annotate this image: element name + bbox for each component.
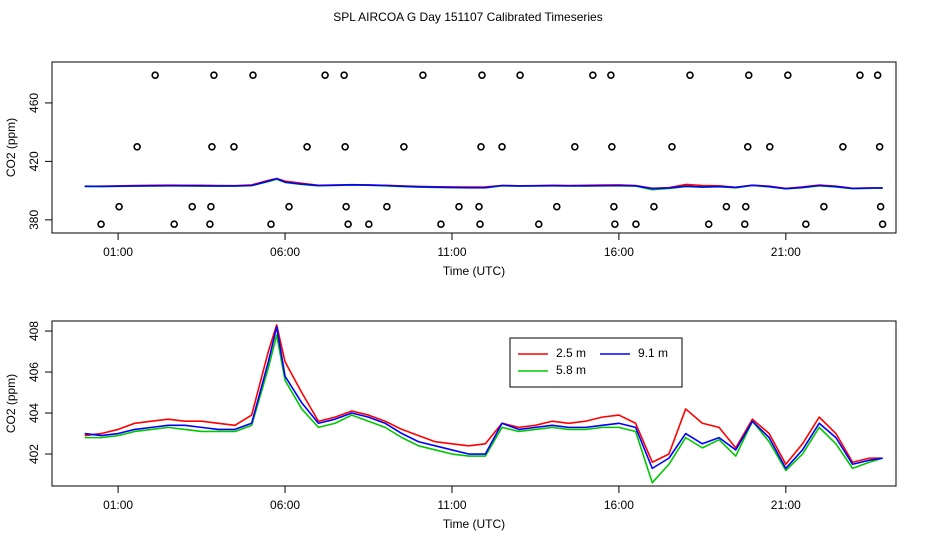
scatter-point bbox=[784, 71, 792, 79]
scatter-point bbox=[267, 220, 275, 229]
scatter-point bbox=[342, 202, 350, 211]
y-tick-label: 460 bbox=[27, 93, 41, 113]
scatter-point bbox=[704, 220, 713, 229]
scatter-point bbox=[151, 71, 159, 79]
scatter-point bbox=[820, 202, 828, 211]
y-tick-label: 408 bbox=[27, 321, 41, 341]
scatter-point bbox=[856, 71, 864, 79]
x-tick-label: 11:00 bbox=[437, 498, 466, 512]
y-tick-label: 406 bbox=[27, 362, 41, 382]
y-tick-label: 420 bbox=[27, 151, 41, 171]
scatter-point bbox=[210, 71, 218, 79]
scatter-point bbox=[516, 71, 524, 79]
series-line bbox=[84, 177, 883, 190]
scatter-point bbox=[383, 202, 391, 211]
scatter-point bbox=[249, 71, 257, 79]
scatter-point bbox=[668, 142, 676, 151]
scatter-point bbox=[802, 220, 810, 229]
series-line bbox=[84, 326, 883, 470]
scatter-point bbox=[476, 220, 484, 229]
scatter-point bbox=[170, 220, 178, 229]
scatter-point bbox=[632, 220, 640, 229]
scatter-point bbox=[133, 142, 141, 151]
scatter-point bbox=[498, 142, 506, 151]
scatter-point bbox=[552, 202, 561, 211]
scatter-point bbox=[741, 202, 750, 211]
scatter-point bbox=[743, 142, 752, 151]
scatter-point bbox=[188, 202, 197, 211]
y-tick-label: 404 bbox=[27, 403, 41, 423]
scatter-point bbox=[303, 142, 311, 151]
scatter-point bbox=[534, 220, 543, 229]
scatter-point bbox=[344, 220, 352, 229]
scatter-point bbox=[230, 142, 238, 151]
plot-frame bbox=[51, 320, 897, 487]
scatter-point bbox=[608, 142, 616, 151]
x-axis-title: Time (UTC) bbox=[443, 264, 505, 278]
scatter-point bbox=[686, 71, 694, 79]
x-tick-label: 16:00 bbox=[604, 245, 634, 259]
x-tick-label: 06:00 bbox=[270, 245, 300, 259]
scatter-point bbox=[477, 142, 485, 151]
scatter-point bbox=[589, 71, 597, 79]
scatter-point bbox=[722, 202, 731, 211]
scatter-point bbox=[207, 202, 215, 211]
y-axis-title: CO2 (ppm) bbox=[4, 118, 18, 177]
scatter-point bbox=[740, 220, 749, 229]
scatter-point bbox=[475, 202, 483, 211]
y-tick-label: 380 bbox=[27, 210, 41, 230]
legend-box bbox=[509, 337, 683, 388]
scatter-point bbox=[839, 142, 847, 151]
scatter-point bbox=[97, 220, 105, 229]
legend-label: 5.8 m bbox=[556, 363, 586, 377]
scatter-point bbox=[400, 142, 408, 151]
scatter-point bbox=[873, 71, 882, 79]
y-tick-label: 402 bbox=[27, 444, 41, 464]
x-axis-title: Time (UTC) bbox=[443, 517, 505, 531]
scatter-point bbox=[419, 71, 427, 79]
page-title: SPL AIRCOA G Day 151107 Calibrated Times… bbox=[333, 10, 602, 24]
scatter-point bbox=[611, 220, 619, 229]
scatter-point bbox=[878, 220, 887, 229]
x-tick-label: 11:00 bbox=[437, 245, 466, 259]
y-axis-title: CO2 (ppm) bbox=[4, 374, 18, 433]
scatter-point bbox=[478, 71, 486, 79]
scatter-point bbox=[455, 202, 463, 211]
scatter-point bbox=[115, 202, 123, 211]
x-tick-label: 01:00 bbox=[103, 245, 133, 259]
legend-label: 9.1 m bbox=[638, 346, 668, 360]
scatter-point bbox=[875, 142, 884, 151]
scatter-point bbox=[365, 220, 373, 229]
scatter-point bbox=[610, 202, 618, 211]
scatter-point bbox=[650, 202, 658, 211]
scatter-point bbox=[744, 71, 753, 79]
x-tick-label: 06:00 bbox=[270, 498, 300, 512]
x-tick-label: 21:00 bbox=[771, 245, 801, 259]
x-tick-label: 01:00 bbox=[103, 498, 133, 512]
series-line bbox=[84, 324, 883, 466]
scatter-point bbox=[437, 220, 445, 229]
scatter-point bbox=[876, 202, 885, 211]
x-tick-label: 21:00 bbox=[771, 498, 801, 512]
scatter-point bbox=[206, 220, 214, 229]
legend-label: 2.5 m bbox=[556, 346, 586, 360]
scatter-point bbox=[766, 142, 774, 151]
plot-frame bbox=[51, 61, 897, 234]
x-tick-label: 16:00 bbox=[604, 498, 634, 512]
scatter-point bbox=[208, 142, 216, 151]
scatter-point bbox=[341, 142, 349, 151]
scatter-point bbox=[571, 142, 579, 151]
scatter-point bbox=[340, 71, 348, 79]
scatter-point bbox=[607, 71, 615, 79]
scatter-point bbox=[321, 71, 329, 79]
scatter-point bbox=[285, 202, 293, 211]
